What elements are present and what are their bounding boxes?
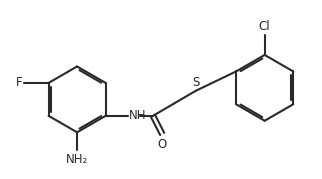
Text: F: F [16, 76, 22, 90]
Text: O: O [157, 138, 167, 151]
Text: Cl: Cl [259, 20, 270, 33]
Text: NH: NH [129, 109, 147, 122]
Text: S: S [192, 76, 199, 88]
Text: NH₂: NH₂ [66, 153, 88, 166]
